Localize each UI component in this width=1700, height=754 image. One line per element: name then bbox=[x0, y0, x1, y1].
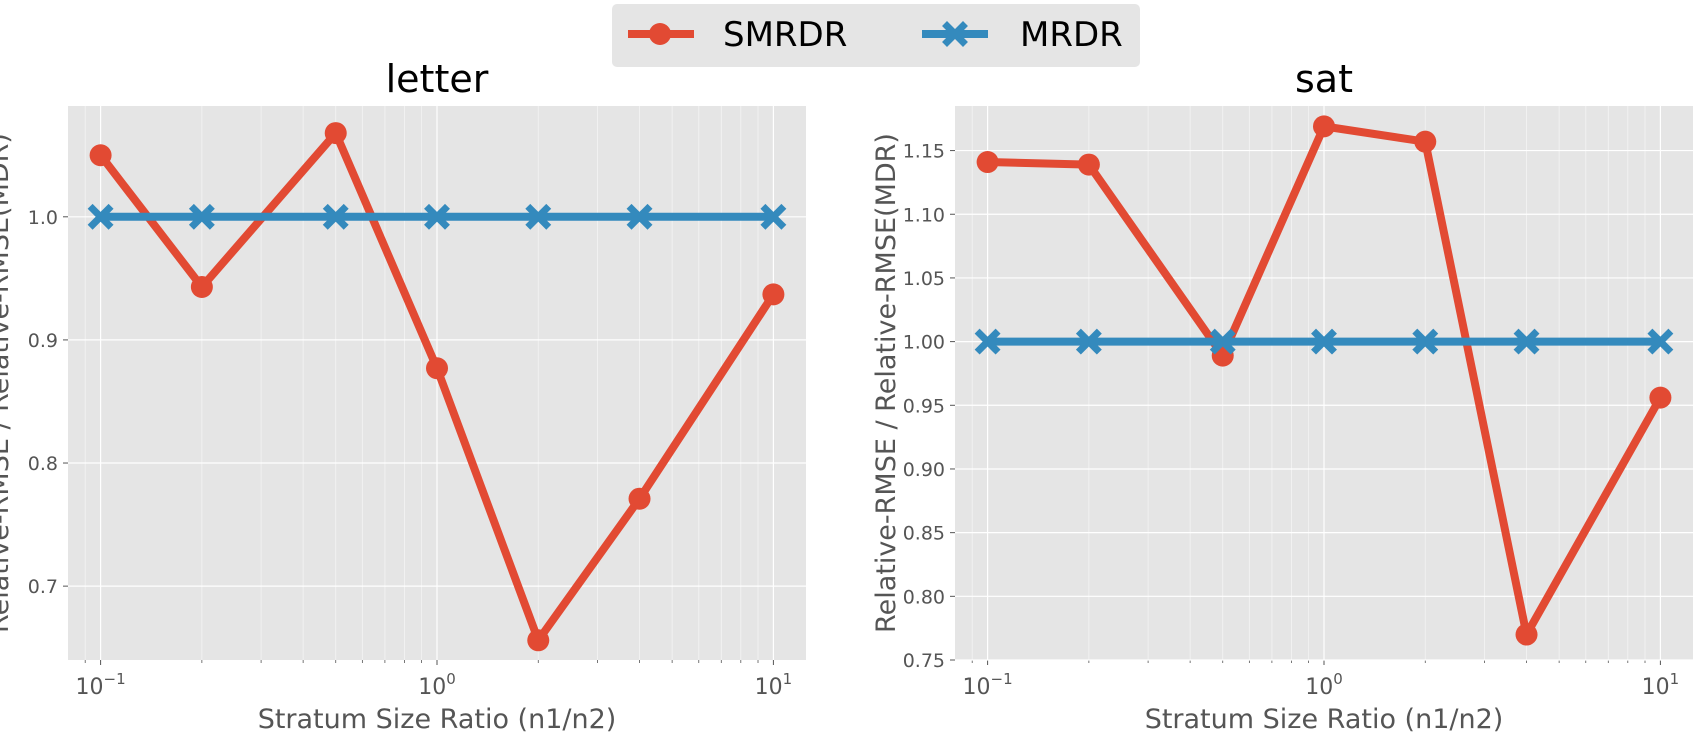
tick-label-y: 1.00 bbox=[903, 332, 945, 354]
data-point-mrdr bbox=[1311, 328, 1337, 355]
legend-frame bbox=[612, 4, 1140, 67]
data-point-mrdr bbox=[760, 203, 787, 230]
data-point-mrdr bbox=[974, 328, 1001, 355]
tick-label-x-base: 10 bbox=[963, 675, 991, 700]
tick-label-x-exponent: −1 bbox=[991, 670, 1013, 688]
data-point-mrdr bbox=[1412, 328, 1439, 355]
tick-label-x-base: 10 bbox=[76, 675, 104, 700]
tick-label-x-exponent: 0 bbox=[446, 670, 456, 688]
legend-entry-smrdr: SMRDR bbox=[628, 15, 847, 55]
tick-label-y: 1.0 bbox=[28, 207, 58, 229]
tick-label-y: 1.15 bbox=[903, 141, 945, 163]
tick-label-x: 10−1 bbox=[76, 670, 126, 700]
tick-label-x-base: 10 bbox=[1642, 675, 1670, 700]
tick-label-x-exponent: 1 bbox=[1670, 670, 1680, 688]
chart-panel-sat: 0.750.800.850.900.951.001.051.101.1510−1… bbox=[871, 57, 1693, 735]
tick-label-y: 0.7 bbox=[28, 576, 58, 598]
data-point-mrdr bbox=[87, 203, 114, 230]
legend-label-smrdr: SMRDR bbox=[723, 15, 847, 55]
data-point-smrdr bbox=[628, 487, 651, 510]
tick-label-x: 10−1 bbox=[963, 670, 1013, 700]
tick-label-x: 101 bbox=[1642, 670, 1680, 700]
tick-label-y: 0.8 bbox=[28, 453, 58, 475]
data-point-smrdr bbox=[324, 122, 347, 145]
data-point-mrdr bbox=[525, 203, 552, 230]
chart-title: letter bbox=[386, 57, 489, 101]
tick-label-y: 0.75 bbox=[903, 650, 945, 672]
x-axis-label: Stratum Size Ratio (n1/n2) bbox=[258, 704, 617, 735]
legend-label-mrdr: MRDR bbox=[1020, 15, 1123, 55]
data-point-mrdr bbox=[1647, 328, 1674, 355]
tick-label-x-base: 10 bbox=[418, 675, 446, 700]
tick-label-x-base: 10 bbox=[755, 675, 783, 700]
tick-label-y: 0.85 bbox=[903, 523, 945, 545]
data-point-mrdr bbox=[1075, 328, 1102, 355]
data-point-mrdr bbox=[1513, 328, 1540, 355]
chart-title: sat bbox=[1295, 57, 1353, 101]
data-point-mrdr bbox=[424, 203, 450, 230]
data-point-smrdr bbox=[976, 151, 999, 174]
legend-entry-mrdr: MRDR bbox=[922, 15, 1123, 55]
tick-label-y: 1.05 bbox=[903, 268, 945, 290]
tick-label-y: 0.9 bbox=[28, 330, 58, 352]
x-axis-label: Stratum Size Ratio (n1/n2) bbox=[1145, 704, 1504, 735]
legend-marker-mrdr bbox=[942, 21, 968, 47]
data-point-smrdr bbox=[1077, 153, 1100, 176]
legend-marker-smrdr bbox=[649, 23, 671, 45]
data-point-mrdr bbox=[1209, 328, 1236, 355]
legend: SMRDR MRDR bbox=[612, 4, 1140, 67]
data-point-smrdr bbox=[1313, 115, 1335, 138]
tick-label-y: 0.80 bbox=[903, 586, 945, 608]
tick-label-y: 1.10 bbox=[903, 204, 945, 226]
tick-label-x-exponent: 1 bbox=[783, 670, 793, 688]
data-point-smrdr bbox=[426, 357, 448, 380]
tick-label-x-exponent: 0 bbox=[1333, 670, 1343, 688]
tick-label-y: 0.90 bbox=[903, 459, 945, 481]
data-point-mrdr bbox=[322, 203, 349, 230]
data-point-smrdr bbox=[190, 275, 213, 298]
y-axis-label: Relative-RMSE / Relative-RMSE(MDR) bbox=[0, 133, 15, 633]
tick-label-y: 0.95 bbox=[903, 395, 945, 417]
tick-label-x: 100 bbox=[1305, 670, 1343, 700]
data-point-smrdr bbox=[1649, 386, 1672, 409]
data-point-smrdr bbox=[527, 629, 550, 652]
tick-label-x-exponent: −1 bbox=[104, 670, 126, 688]
data-point-mrdr bbox=[626, 203, 653, 230]
data-point-smrdr bbox=[89, 144, 112, 167]
tick-label-x: 100 bbox=[418, 670, 456, 700]
tick-label-x: 101 bbox=[755, 670, 793, 700]
data-point-smrdr bbox=[1414, 130, 1437, 153]
y-axis-label: Relative-RMSE / Relative-RMSE(MDR) bbox=[871, 133, 902, 633]
data-point-smrdr bbox=[1515, 623, 1538, 646]
tick-label-x-base: 10 bbox=[1305, 675, 1333, 700]
data-point-mrdr bbox=[188, 203, 215, 230]
data-point-smrdr bbox=[762, 283, 785, 306]
